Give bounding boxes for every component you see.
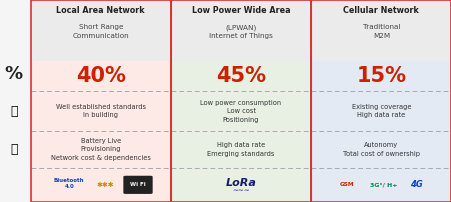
Bar — [171, 61, 311, 91]
Bar — [311, 0, 451, 202]
Text: 4G: 4G — [410, 180, 423, 189]
Bar — [31, 61, 171, 91]
Bar — [31, 0, 171, 61]
Text: Low power consumption
Low cost
Positioning: Low power consumption Low cost Positioni… — [201, 100, 281, 123]
Text: 👍: 👍 — [10, 105, 18, 118]
Text: Local Area Network: Local Area Network — [56, 6, 145, 15]
Text: Low Power Wide Area: Low Power Wide Area — [192, 6, 290, 15]
Bar — [311, 168, 451, 202]
Bar — [31, 91, 171, 131]
Bar — [311, 61, 451, 91]
Bar — [311, 91, 451, 131]
Bar — [31, 0, 171, 202]
Text: ∼∼∼: ∼∼∼ — [232, 187, 250, 193]
Text: 15%: 15% — [356, 66, 406, 86]
Text: (LPWAN)
Internet of Things: (LPWAN) Internet of Things — [209, 24, 273, 39]
Text: GSM: GSM — [340, 182, 355, 187]
Text: Bluetooth
4.0: Bluetooth 4.0 — [54, 178, 84, 189]
FancyBboxPatch shape — [124, 176, 152, 194]
Text: Short Range
Communication: Short Range Communication — [73, 24, 129, 39]
Text: ✱✱✱: ✱✱✱ — [97, 182, 114, 188]
Bar — [171, 0, 311, 202]
Text: 45%: 45% — [216, 66, 266, 86]
Bar — [171, 0, 311, 61]
Bar — [171, 91, 311, 131]
Text: LoRa: LoRa — [226, 178, 257, 188]
Bar — [311, 131, 451, 168]
Bar — [311, 0, 451, 61]
Text: 40%: 40% — [76, 66, 126, 86]
Text: %: % — [5, 65, 23, 83]
Bar — [171, 168, 311, 202]
Text: Existing coverage
High data rate: Existing coverage High data rate — [352, 104, 411, 118]
Text: Wi Fi: Wi Fi — [130, 182, 146, 187]
Text: High data rate
Emerging standards: High data rate Emerging standards — [207, 142, 275, 157]
Text: Battery Live
Provisioning
Network cost & dependencies: Battery Live Provisioning Network cost &… — [51, 138, 151, 161]
Text: Cellular Network: Cellular Network — [343, 6, 419, 15]
Text: Well established standards
In building: Well established standards In building — [56, 104, 146, 118]
Bar — [31, 131, 171, 168]
Text: Autonomy
Total cost of ownership: Autonomy Total cost of ownership — [343, 142, 420, 157]
Text: Traditional
M2M: Traditional M2M — [363, 24, 400, 39]
Text: 3G°/ H+: 3G°/ H+ — [370, 182, 397, 187]
Bar — [171, 131, 311, 168]
Bar — [31, 168, 171, 202]
Text: 👎: 👎 — [10, 143, 18, 156]
